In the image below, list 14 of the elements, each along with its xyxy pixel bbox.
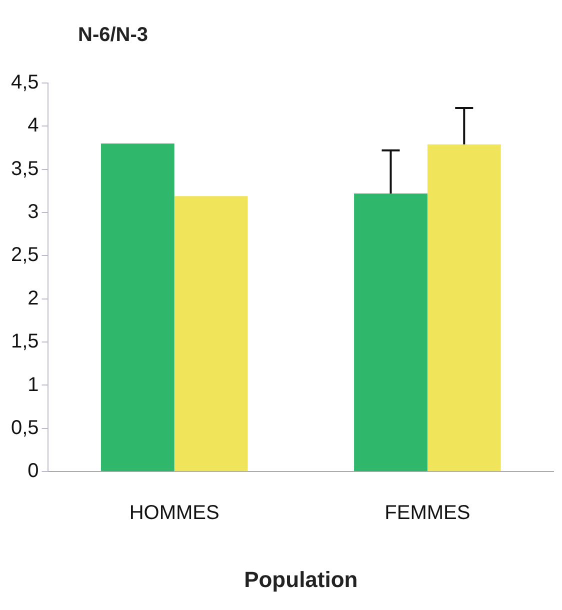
y-tick-label: 2,5 [10, 244, 39, 266]
x-tick-label: FEMMES [384, 502, 470, 524]
y-tick-label: 1 [28, 374, 39, 396]
y-tick-label: 2 [28, 287, 39, 310]
y-tick-label: 4,5 [10, 72, 39, 94]
y-axis-title: N-6/N-3 [78, 24, 148, 47]
y-tick-label: 3,5 [10, 158, 39, 180]
y-tick-label: 3 [28, 201, 39, 224]
x-tick-label: HOMMES [129, 502, 220, 524]
y-tick-label: 0 [28, 460, 39, 482]
y-tick-label: 4 [28, 114, 39, 137]
y-tick-label: 1,5 [10, 330, 39, 353]
x-axis-title: Population [244, 566, 358, 592]
y-tick-label: 0,5 [10, 416, 39, 439]
